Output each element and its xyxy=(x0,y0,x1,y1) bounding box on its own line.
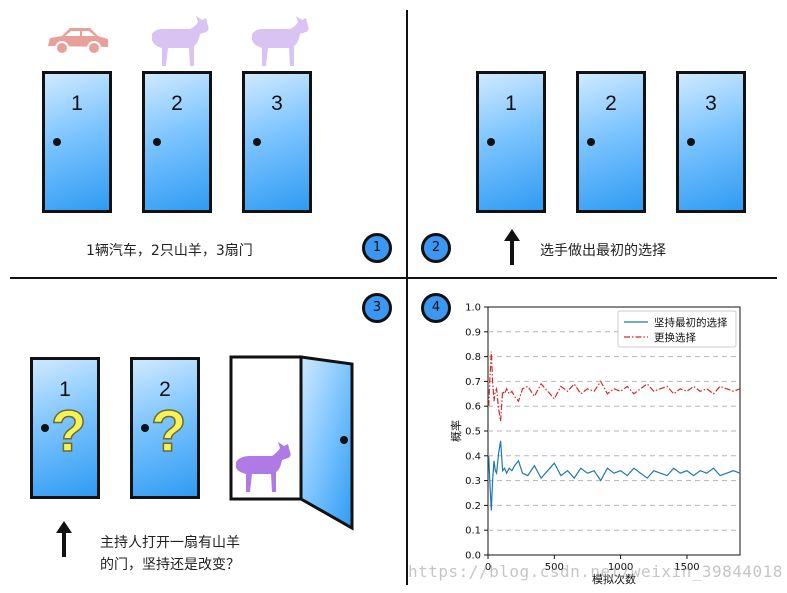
y-axis-label: 概率 xyxy=(449,420,463,442)
door-1[interactable]: 1 ? xyxy=(30,357,100,499)
step-badge-2: 2 xyxy=(421,233,451,263)
y-tick-label: 0.6 xyxy=(465,402,481,413)
step-badge-3: 3 xyxy=(362,293,392,323)
watermark-text: https://blog.csdn.net/weixin_39844018 xyxy=(408,562,783,581)
door-number: 1 xyxy=(505,92,517,115)
y-tick-label: 0.4 xyxy=(465,451,481,462)
door-number: 2 xyxy=(171,92,183,115)
goat-icon xyxy=(252,16,309,66)
y-tick-label: 1.0 xyxy=(465,303,481,314)
x-tick-label: 1500 xyxy=(674,562,699,573)
door-number: 3 xyxy=(705,92,717,115)
horizontal-divider xyxy=(10,277,777,279)
door-number: 2 xyxy=(159,378,171,401)
door-1[interactable]: 1 xyxy=(476,71,546,213)
arrow-up-icon xyxy=(504,229,520,265)
step-badge-1: 1 xyxy=(362,233,392,263)
door-knob xyxy=(253,138,261,146)
y-tick-label: 0.1 xyxy=(465,526,481,537)
series-line-1 xyxy=(488,440,741,511)
x-axis-label: 模拟次数 xyxy=(592,572,636,586)
door-1[interactable]: 1 xyxy=(42,71,112,213)
x-tick-label: 1000 xyxy=(608,562,633,573)
y-tick-label: 0.7 xyxy=(465,377,481,388)
y-tick-label: 0.5 xyxy=(465,427,481,438)
door-2[interactable]: 2 ? xyxy=(130,357,200,499)
door-2[interactable]: 2 xyxy=(576,71,646,213)
panel-3-caption-line2: 的门，坚持还是改变？ xyxy=(100,557,240,573)
y-tick-label: 0.9 xyxy=(465,327,481,338)
arrow-up-icon xyxy=(56,521,72,557)
door-knob xyxy=(53,138,61,146)
door-knob xyxy=(153,138,161,146)
legend-box xyxy=(617,310,737,348)
door-knob xyxy=(587,138,595,146)
legend-label: 更换选择 xyxy=(654,331,696,344)
door-number: 1 xyxy=(71,92,83,115)
door-3[interactable]: 3 xyxy=(676,71,746,213)
x-tick-label: 0 xyxy=(485,562,491,573)
door-knob xyxy=(41,424,49,432)
question-mark: ? xyxy=(150,398,187,465)
goat-icon xyxy=(236,442,291,492)
x-tick-label: 500 xyxy=(545,562,564,573)
panel-2-caption: 选手做出最初的选择 xyxy=(540,243,666,259)
door-number: 1 xyxy=(59,378,71,401)
panel-3-caption-line1: 主持人打开一扇有山羊 xyxy=(100,535,240,551)
door-2[interactable]: 2 xyxy=(142,71,212,213)
door-knob xyxy=(687,138,695,146)
series-line-2 xyxy=(488,351,741,422)
question-mark: ? xyxy=(50,398,87,465)
open-door-3[interactable] xyxy=(228,352,356,532)
goat-icon xyxy=(152,16,209,66)
panel-1-caption: 1辆汽车，2只山羊，3扇门 xyxy=(86,243,253,259)
y-tick-label: 0.8 xyxy=(465,352,481,363)
door-knob xyxy=(487,138,495,146)
door-3[interactable]: 3 xyxy=(242,71,312,213)
vertical-divider xyxy=(406,10,408,585)
y-tick-label: 0.2 xyxy=(465,501,481,512)
legend-label: 坚持最初的选择 xyxy=(654,316,728,329)
car-icon xyxy=(48,28,108,55)
door-knob xyxy=(141,424,149,432)
door-number: 3 xyxy=(271,92,283,115)
probability-line-chart: 0.0 0.1 0.2 0.3 0.4 0.5 0.6 0.7 0.8 0.9 1.0 0 500 100… xyxy=(449,303,741,586)
step-badge-4: 4 xyxy=(421,293,451,323)
y-tick-label: 0.3 xyxy=(465,476,481,487)
y-tick-label: 0.0 xyxy=(465,551,481,562)
door-number: 2 xyxy=(605,92,617,115)
